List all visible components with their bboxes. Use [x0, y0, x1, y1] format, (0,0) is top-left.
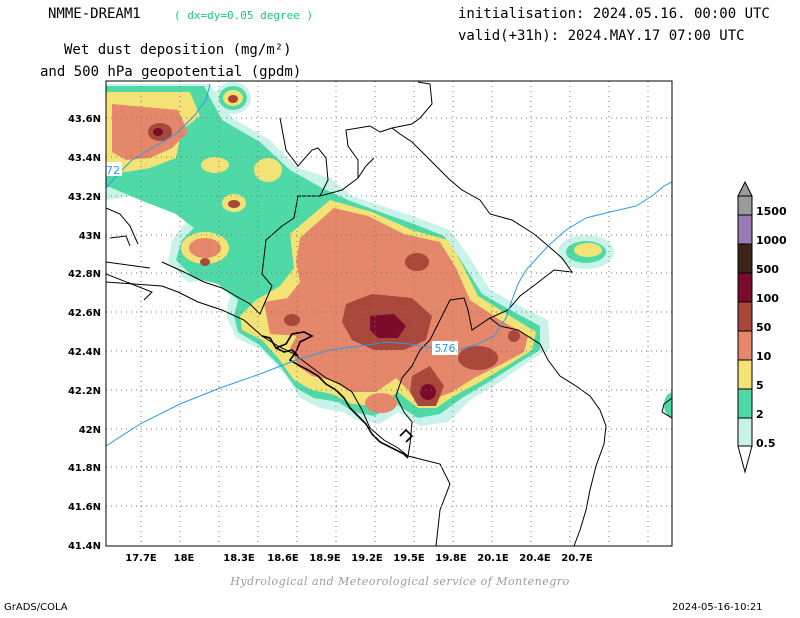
map-frame	[105, 80, 673, 547]
contour-label-576: 576	[435, 342, 456, 355]
legend-swatch	[737, 359, 753, 390]
lon-label: 18.9E	[309, 553, 341, 564]
lat-label: 43N	[79, 231, 101, 242]
legend-label: 1000	[756, 234, 787, 247]
software-label: GrADS/COLA	[4, 602, 68, 613]
lon-label: 17.7E	[125, 553, 157, 564]
legend-swatch	[737, 417, 753, 447]
lon-label: 20.1E	[477, 553, 509, 564]
contour-label-bg	[104, 162, 122, 176]
grid-resolution-note: ( dx=dy=0.05 degree )	[174, 9, 314, 22]
lat-label: 43.4N	[68, 153, 101, 164]
contour-label-72: 72	[106, 164, 120, 177]
legend-swatch	[737, 388, 753, 419]
initialisation-time: initialisation: 2024.05.16. 00:00 UTC	[458, 6, 770, 22]
legend-label: 500	[756, 263, 779, 276]
legend-label: 1500	[756, 205, 787, 218]
legend-swatch	[737, 301, 753, 332]
lat-label: 42.8N	[68, 269, 101, 280]
generation-timestamp: 2024-05-16-10:21	[672, 602, 763, 613]
country-borders	[106, 81, 672, 546]
legend-label: 10	[756, 350, 772, 363]
variable-title-line2: and 500 hPa geopotential (gpdm)	[40, 64, 302, 80]
lon-label: 18.6E	[267, 553, 299, 564]
legend-bottom-arrow	[737, 445, 753, 474]
variable-title-line1: Wet dust deposition (mg/m²)	[64, 42, 292, 58]
lat-label: 43.6N	[68, 114, 101, 125]
lat-label: 41.6N	[68, 502, 101, 513]
legend-swatch	[737, 243, 753, 274]
legend-label: 50	[756, 321, 772, 334]
lat-label: 42.4N	[68, 347, 101, 358]
legend-swatch	[737, 272, 753, 303]
latitude-axis: 43.6N 43.4N 43.2N 43N 42.8N 42.6N 42.4N …	[68, 114, 101, 552]
valid-time: valid(+31h): 2024.MAY.17 07:00 UTC	[458, 28, 745, 44]
lon-label: 18.3E	[223, 553, 255, 564]
legend-top-arrow	[737, 180, 753, 197]
legend-label: 100	[756, 292, 779, 305]
legend-label: 0.5	[756, 437, 776, 450]
lon-label: 19.5E	[393, 553, 425, 564]
lat-label: 41.8N	[68, 463, 101, 474]
lat-label: 42N	[79, 425, 101, 436]
legend-label: 2	[756, 408, 764, 421]
legend-swatch	[737, 330, 753, 361]
lat-label: 43.2N	[68, 192, 101, 203]
coastline	[261, 331, 414, 459]
color-legend	[737, 180, 753, 474]
legend-swatch	[737, 195, 753, 216]
lat-label: 41.4N	[68, 541, 101, 552]
model-title: NMME-DREAM1	[48, 6, 141, 22]
lat-label: 42.6N	[68, 308, 101, 319]
legend-label: 5	[756, 379, 764, 392]
lon-label: 18E	[174, 553, 195, 564]
legend-swatch	[737, 214, 753, 245]
deposition-field	[106, 82, 672, 426]
lon-label: 20.4E	[519, 553, 551, 564]
lon-label: 20.7E	[561, 553, 593, 564]
longitude-axis: 17.7E 18E 18.3E 18.6E 18.9E 19.2E 19.5E …	[125, 553, 593, 564]
lon-label: 19.8E	[435, 553, 467, 564]
legend-labels: 1500 1000 500 100 50 10 5 2 0.5	[756, 205, 787, 450]
lat-label: 42.2N	[68, 386, 101, 397]
credit-line: Hydrological and Meteorological service …	[230, 575, 570, 588]
lon-label: 19.2E	[351, 553, 383, 564]
